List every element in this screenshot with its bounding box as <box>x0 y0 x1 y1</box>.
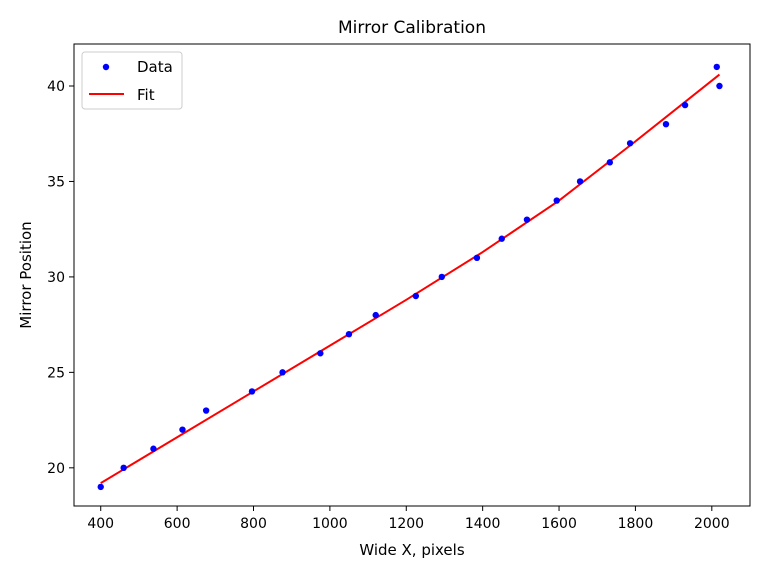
x-tick-label-1400: 1400 <box>465 516 501 532</box>
data-point-21 <box>713 63 720 71</box>
legend: Data Fit <box>81 51 183 110</box>
data-point-13 <box>498 235 505 242</box>
data-point-8 <box>345 330 353 338</box>
plot-area <box>97 63 723 491</box>
x-tick-label-800: 800 <box>240 516 267 532</box>
legend-data-label: Data <box>137 58 173 76</box>
data-point-3 <box>179 426 186 433</box>
x-tick-label-2000: 2000 <box>694 516 730 532</box>
x-tick-label-600: 600 <box>164 516 191 532</box>
x-tick-label-1200: 1200 <box>388 516 424 532</box>
data-point-18 <box>626 140 634 147</box>
data-point-22 <box>716 82 723 90</box>
x-tick-label-1000: 1000 <box>312 516 348 532</box>
y-tick-label-35: 35 <box>47 174 65 190</box>
data-point-9 <box>372 311 379 319</box>
data-point-5 <box>248 388 256 395</box>
data-point-16 <box>576 178 584 185</box>
y-axis: 20 25 30 35 40 <box>47 79 74 477</box>
data-point-20 <box>681 101 689 109</box>
data-point-0 <box>97 483 104 491</box>
chart-title: Mirror Calibration <box>338 18 486 38</box>
data-point-6 <box>279 369 286 376</box>
x-tick-label-400: 400 <box>87 516 114 532</box>
y-axis-label: Mirror Position <box>17 221 35 328</box>
y-tick-label-25: 25 <box>47 365 65 381</box>
data-point-2 <box>150 445 157 452</box>
data-point-17 <box>606 159 614 166</box>
data-point-7 <box>317 350 324 357</box>
data-point-15 <box>553 197 560 204</box>
x-tick-label-1800: 1800 <box>618 516 654 532</box>
data-point-11 <box>438 273 445 281</box>
y-tick-label-20: 20 <box>47 461 65 477</box>
y-tick-label-40: 40 <box>47 79 65 95</box>
x-tick-label-1600: 1600 <box>541 516 577 532</box>
x-axis: 400 600 800 1000 1200 1400 1600 1800 2000 <box>87 506 730 532</box>
x-axis-label: Wide X, pixels <box>359 541 465 559</box>
data-point-14 <box>523 216 531 223</box>
data-point-4 <box>202 407 210 414</box>
data-point-1 <box>120 464 127 472</box>
fit-line <box>100 73 721 484</box>
data-point-12 <box>473 254 481 262</box>
legend-fit-label: Fit <box>137 86 155 104</box>
legend-data-marker <box>102 63 110 71</box>
y-tick-label-30: 30 <box>47 270 65 286</box>
data-point-19 <box>662 120 670 128</box>
data-point-10 <box>412 292 420 300</box>
plot-frame <box>73 43 751 507</box>
